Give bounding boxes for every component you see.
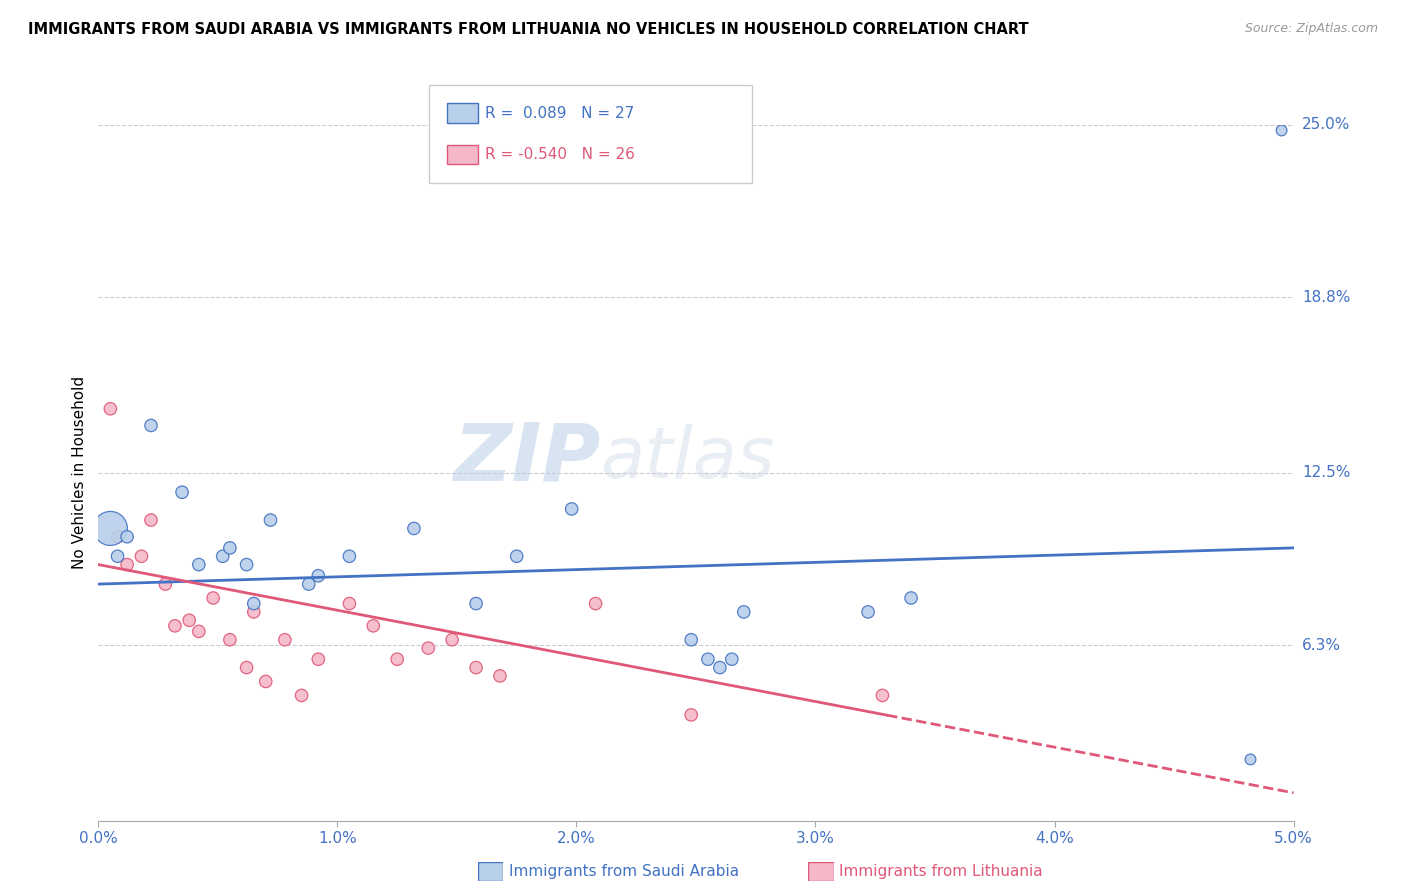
Point [720,652,742,666]
Point [202,591,225,605]
Text: Source: ZipAtlas.com: Source: ZipAtlas.com [1244,22,1378,36]
Point [155,577,177,591]
Point [585,597,607,611]
Text: ZIP: ZIP [453,420,600,498]
Point [385,652,409,666]
Point [681,707,703,722]
Point [441,632,464,647]
Point [561,502,583,516]
Point [489,669,512,683]
Point [402,521,425,535]
Point [254,674,277,689]
Point [211,549,233,564]
Text: Immigrants from Lithuania: Immigrants from Lithuania [839,864,1043,879]
Point [139,513,162,527]
Point [339,597,360,611]
Text: atlas: atlas [600,425,775,493]
Point [298,577,321,591]
Point [243,597,266,611]
Point [900,591,922,605]
Point [418,641,440,656]
Text: 25.0%: 25.0% [1302,118,1350,132]
Point [179,613,201,627]
Point [696,652,718,666]
Text: 18.8%: 18.8% [1302,290,1350,305]
Point [274,632,297,647]
Point [219,632,242,647]
Point [465,597,488,611]
Point [235,558,257,572]
Point [709,660,731,674]
Point [733,605,755,619]
Text: IMMIGRANTS FROM SAUDI ARABIA VS IMMIGRANTS FROM LITHUANIA NO VEHICLES IN HOUSEHO: IMMIGRANTS FROM SAUDI ARABIA VS IMMIGRAN… [28,22,1029,37]
Text: R =  0.089   N = 27: R = 0.089 N = 27 [485,106,634,120]
Point [290,689,312,703]
Point [361,619,384,633]
Point [243,605,266,619]
Point [98,401,122,416]
Text: Immigrants from Saudi Arabia: Immigrants from Saudi Arabia [509,864,740,879]
Point [163,619,186,633]
Point [172,485,194,500]
Point [1239,752,1261,766]
Point [131,549,153,564]
Point [235,660,257,674]
Point [259,513,281,527]
Point [339,549,360,564]
Point [307,568,329,582]
Text: 6.3%: 6.3% [1302,638,1341,653]
Point [872,689,894,703]
Point [681,632,703,647]
Point [307,652,329,666]
Y-axis label: No Vehicles in Household: No Vehicles in Household [72,376,87,569]
Point [506,549,529,564]
Point [98,521,122,535]
Point [187,624,209,639]
Text: 12.5%: 12.5% [1302,466,1350,480]
Point [107,549,129,564]
Point [1271,123,1294,137]
Point [219,541,242,555]
Text: R = -0.540   N = 26: R = -0.540 N = 26 [485,147,636,161]
Point [115,558,138,572]
Point [856,605,879,619]
Point [187,558,209,572]
Point [107,530,129,544]
Point [115,530,138,544]
Point [465,660,488,674]
Point [139,418,162,433]
